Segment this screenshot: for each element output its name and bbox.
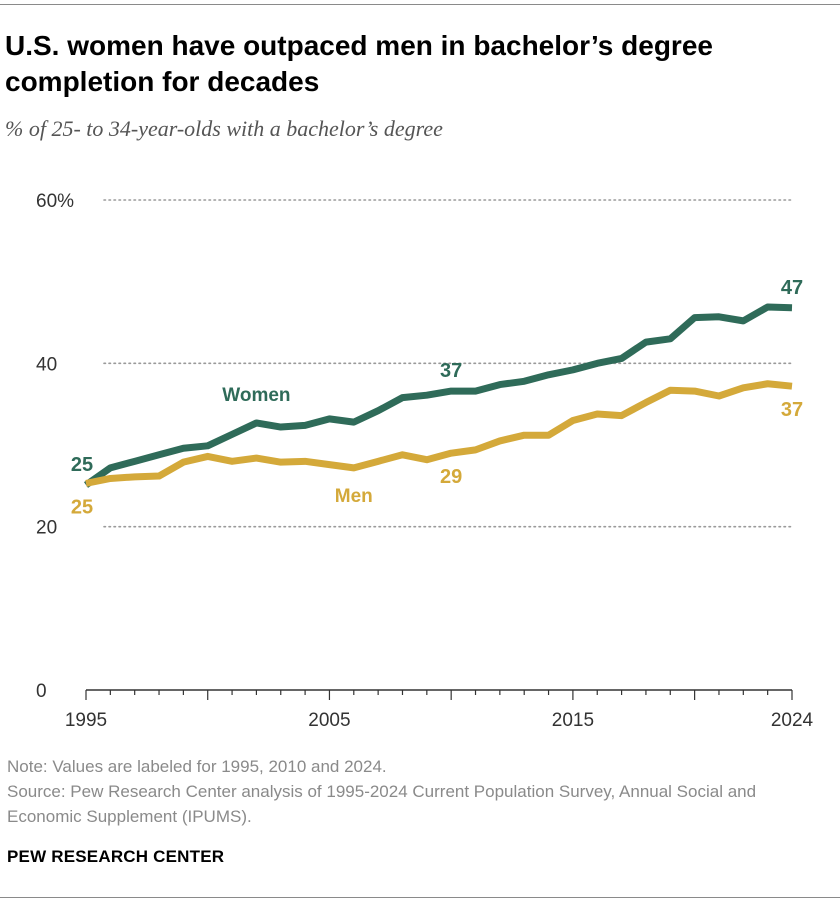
series-name-label-men: Men [335, 486, 373, 507]
source-text: Source: Pew Research Center analysis of … [7, 782, 757, 826]
top-rule [0, 4, 840, 5]
y-tick-label-0: 0 [36, 681, 47, 702]
x-tick-label-2024: 2024 [771, 710, 814, 731]
data-label-men-2010: 29 [440, 466, 462, 488]
data-label-women-2024: 47 [781, 277, 803, 299]
pew-research-center-logo: PEW RESEARCH CENTER [7, 847, 225, 866]
data-label-men-1995: 25 [71, 496, 93, 518]
data-label-men-2024: 37 [781, 399, 803, 421]
line-chart: 0 20 40 60% 1995 2005 2015 2024 25 37 47 Women 25 29 3… [36, 191, 814, 731]
chart-title: U.S. women have outpaced men in bachelor… [5, 30, 713, 97]
y-tick-label-40: 40 [36, 354, 57, 375]
note-text: Note: Values are labeled for 1995, 2010 … [7, 757, 387, 776]
footnotes: Note: Values are labeled for 1995, 2010 … [7, 754, 827, 829]
data-label-women-1995: 25 [71, 454, 93, 476]
y-tick-label-60: 60% [36, 191, 74, 212]
y-tick-label-20: 20 [36, 518, 57, 539]
chart-subtitle: % of 25- to 34-year-olds with a bachelor… [5, 116, 443, 141]
data-label-women-2010: 37 [440, 360, 462, 382]
series-name-label-women: Women [222, 385, 290, 406]
series-line-women [83, 303, 793, 488]
x-tick-label-2015: 2015 [552, 710, 594, 731]
bottom-rule [0, 897, 840, 898]
x-tick-label-2005: 2005 [308, 710, 350, 731]
series-line-men [85, 380, 793, 487]
x-tick-label-1995: 1995 [65, 710, 107, 731]
